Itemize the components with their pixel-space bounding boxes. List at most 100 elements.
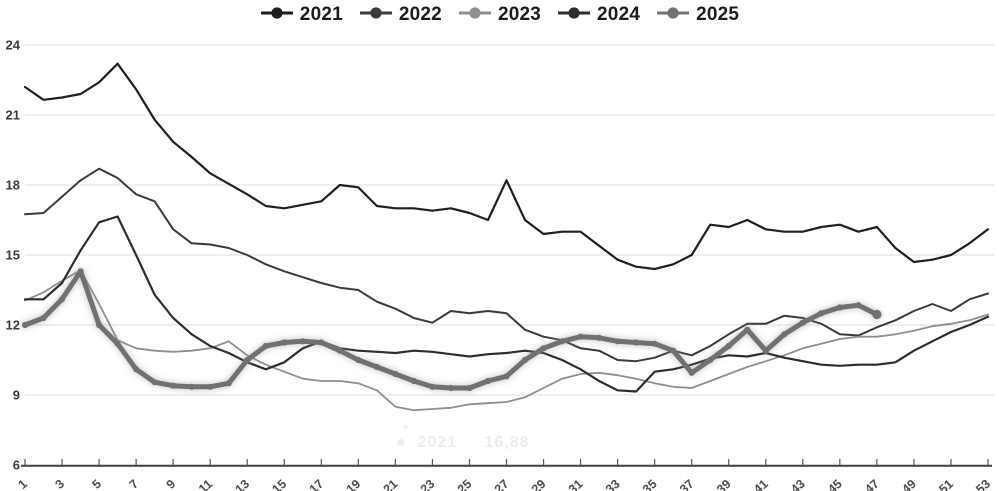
series-2021-line: [23, 62, 990, 271]
x-tick-label-53: 53: [973, 477, 993, 491]
x-tick-label-25: 25: [455, 477, 475, 491]
series-2025-point-44: [818, 310, 825, 317]
series-2025-point-24: [447, 384, 454, 392]
legend-marker-2022-icon: [359, 6, 393, 25]
series-2025-point-34: [633, 339, 640, 346]
series-2025-point-13: [244, 356, 251, 364]
legend-item-2025[interactable]: 2025: [656, 4, 739, 26]
x-tick-label-33: 33: [603, 477, 623, 491]
legend-item-2022[interactable]: 2022: [359, 4, 442, 26]
series-2025-point-6: [114, 340, 121, 347]
y-tick-label-6: 6: [13, 458, 20, 473]
series-2025-point-37: [688, 369, 695, 376]
series-2025-point-33: [614, 338, 621, 345]
series-2025-point-21: [392, 370, 399, 378]
x-tick-label-17: 17: [307, 477, 327, 491]
x-tick-label-5: 5: [90, 477, 105, 491]
x-tick-label-37: 37: [677, 477, 697, 491]
x-tick-label-9: 9: [164, 477, 179, 491]
legend-marker-2024-icon: [557, 6, 591, 25]
x-tick-label-39: 39: [714, 477, 734, 491]
series-2025-point-7: [133, 366, 140, 373]
series-2025-point-45: [836, 304, 843, 311]
series-2025-point-22: [410, 377, 417, 385]
series-2025-point-28: [521, 356, 529, 364]
x-tick-label-15: 15: [270, 477, 290, 491]
legend-item-2021[interactable]: 2021: [260, 4, 343, 26]
series-2025-point-11: [207, 383, 214, 390]
x-tick-label-19: 19: [344, 477, 364, 491]
legend-label-2023: 2023: [497, 4, 542, 25]
x-tick-label-13: 13: [233, 477, 253, 491]
y-tick-label-24: 24: [6, 38, 21, 53]
x-tick-label-11: 11: [196, 477, 215, 491]
series-2025-point-38: [707, 356, 714, 364]
series-2025-point-26: [484, 377, 492, 385]
series-2025-point-14: [262, 342, 269, 350]
series-2025-point-25: [466, 384, 473, 392]
series-2024: [23, 215, 990, 393]
legend-marker-2021-icon: [260, 6, 294, 25]
legend-item-2023[interactable]: 2023: [458, 4, 541, 26]
x-tick-label-27: 27: [492, 477, 512, 491]
x-tick-label-21: 21: [381, 477, 401, 491]
legend-label-2024: 2024: [597, 4, 641, 25]
series-2023-line: [24, 269, 989, 412]
series-2025-point-47: [872, 309, 882, 320]
series-2025-point-12: [225, 380, 232, 387]
x-tick-label-23: 23: [418, 477, 438, 491]
series-2025-point-30: [559, 338, 566, 345]
legend-label-2022: 2022: [398, 4, 442, 25]
series-2021: [23, 62, 990, 271]
x-tick-label-35: 35: [640, 477, 660, 491]
x-tick-label-3: 3: [53, 477, 68, 491]
chart-legend: 2021 2022 2023 2024 2025: [0, 4, 999, 26]
series-2025-point-35: [651, 340, 658, 347]
series-2025-point-5: [96, 321, 103, 329]
series-2025-point-41: [762, 347, 769, 354]
x-tick-label-7: 7: [127, 477, 142, 491]
y-tick-label-18: 18: [6, 178, 20, 193]
series-2024-line: [23, 215, 990, 393]
series-2025-point-10: [188, 383, 195, 390]
x-tick-label-29: 29: [529, 477, 549, 491]
series-2025-point-43: [799, 319, 806, 326]
series-2025-point-36: [670, 347, 677, 354]
ghost-tooltip-dot: ●: [402, 421, 409, 433]
series-2025-point-19: [355, 356, 362, 364]
legend-label-2021: 2021: [299, 4, 343, 25]
series-2025-point-20: [373, 363, 380, 371]
x-tick-label-47: 47: [862, 477, 882, 491]
legend-marker-2023-icon: [458, 6, 492, 25]
series-2025-point-42: [781, 331, 788, 338]
y-tick-label-15: 15: [6, 248, 20, 263]
series-2025-point-18: [336, 347, 343, 354]
x-tick-label-1: 1: [15, 477, 30, 491]
series-2025-point-40: [744, 326, 751, 333]
series-2025-point-9: [170, 382, 177, 389]
series-2025: [21, 268, 882, 392]
series-2025-point-3: [58, 296, 66, 303]
series-2025-point-2: [40, 314, 47, 322]
y-tick-label-21: 21: [6, 108, 20, 123]
ghost-tooltip: ● 2021 16,88: [396, 434, 530, 451]
series-2025-point-15: [281, 339, 288, 346]
series-2025-point-16: [299, 338, 306, 345]
series-2025-point-4: [77, 268, 84, 275]
legend-label-2025: 2025: [696, 4, 740, 25]
x-tick-label-41: 41: [751, 477, 771, 491]
legend-item-2024[interactable]: 2024: [557, 4, 640, 26]
series-2025-point-27: [503, 373, 510, 380]
series-2023: [24, 269, 989, 412]
x-tick-label-49: 49: [899, 477, 919, 491]
x-tick-label-51: 51: [936, 477, 956, 491]
series-2025-point-32: [596, 334, 603, 341]
y-tick-label-12: 12: [6, 318, 20, 333]
x-tick-label-43: 43: [788, 477, 808, 491]
series-2025-point-29: [540, 345, 547, 352]
series-2025-point-31: [577, 333, 584, 340]
x-tick-label-31: 31: [566, 477, 586, 491]
legend-marker-2025-icon: [656, 6, 690, 25]
